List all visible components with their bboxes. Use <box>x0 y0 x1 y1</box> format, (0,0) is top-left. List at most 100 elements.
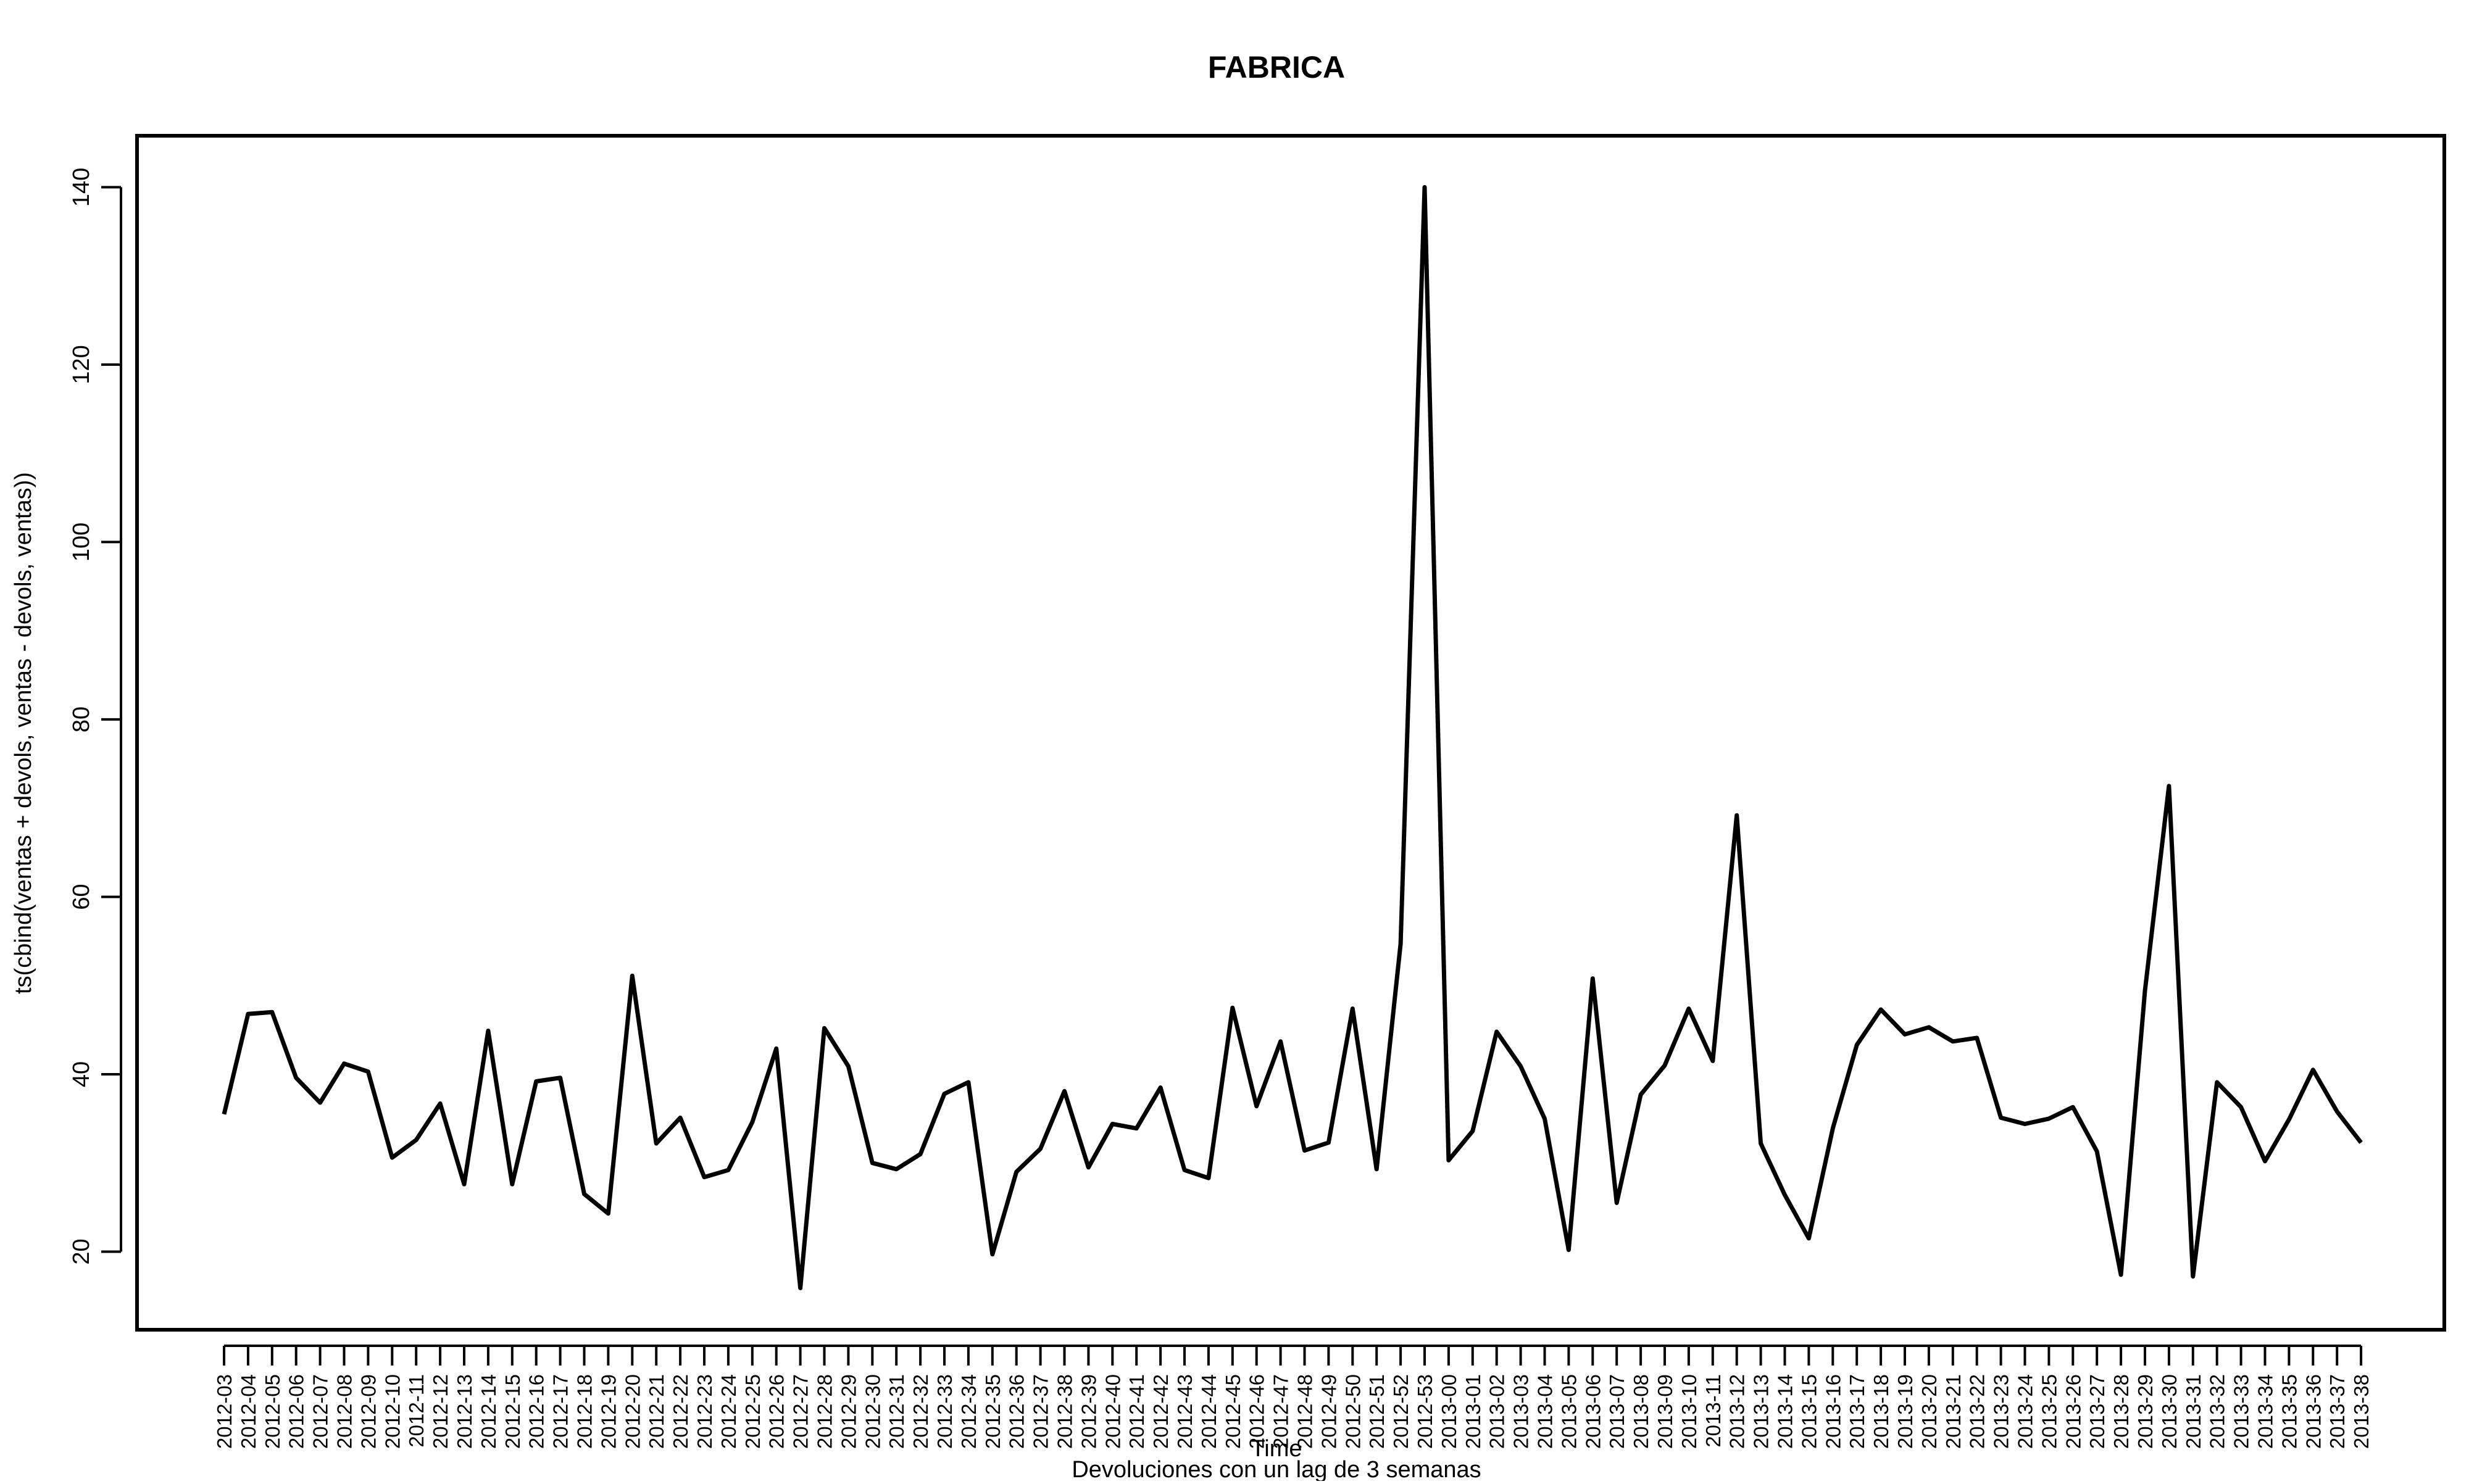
chart-title: FABRICA <box>1208 50 1345 85</box>
x-tick-label: 2013-33 <box>2230 1374 2253 1449</box>
x-tick-label: 2012-17 <box>549 1374 572 1449</box>
x-tick-label: 2012-07 <box>309 1374 332 1449</box>
data-point <box>2192 1276 2194 1277</box>
x-tick-label: 2012-18 <box>573 1374 596 1449</box>
x-tick-label: 2013-19 <box>1894 1374 1917 1449</box>
data-point <box>1304 1150 1305 1151</box>
data-point <box>1736 815 1738 816</box>
y-tick-label: 120 <box>69 345 94 384</box>
x-tick-label: 2013-01 <box>1462 1374 1484 1449</box>
x-tick-label: 2013-14 <box>1774 1374 1797 1449</box>
x-tick-label: 2012-10 <box>381 1374 404 1449</box>
x-tick-label: 2012-26 <box>765 1374 788 1449</box>
x-tick-label: 2012-46 <box>1246 1374 1268 1449</box>
x-tick-label: 2013-36 <box>2302 1374 2325 1449</box>
x-tick-label: 2013-00 <box>1438 1374 1460 1449</box>
x-tick-label: 2013-13 <box>1750 1374 1773 1449</box>
x-tick-label: 2013-07 <box>1605 1374 1628 1449</box>
x-tick-label: 2013-32 <box>2206 1374 2229 1449</box>
x-tick-label: 2013-38 <box>2350 1374 2373 1449</box>
x-tick-label: 2013-29 <box>2134 1374 2157 1449</box>
data-point <box>847 1066 849 1067</box>
chart-subtitle: Devoluciones con un lag de 3 semanas <box>1072 1457 1481 1481</box>
x-tick-label: 2012-09 <box>357 1374 380 1449</box>
x-tick-label: 2012-42 <box>1149 1374 1172 1449</box>
data-point <box>1952 1041 1954 1042</box>
x-tick-label: 2012-32 <box>909 1374 932 1449</box>
y-tick-label: 140 <box>69 168 94 207</box>
x-tick-label: 2012-45 <box>1222 1374 1244 1449</box>
x-tick-label: 2012-19 <box>597 1374 620 1449</box>
x-tick-label: 2013-23 <box>1990 1374 2013 1449</box>
data-point <box>776 1048 777 1049</box>
x-tick-label: 2012-06 <box>285 1374 308 1449</box>
x-tick-label: 2013-35 <box>2278 1374 2300 1449</box>
y-axis-title: ts(cbind(ventas + devols, ventas - devol… <box>10 472 36 994</box>
data-point <box>2144 990 2146 992</box>
data-point <box>1160 1087 1161 1088</box>
x-tick-label: 2012-28 <box>814 1374 836 1449</box>
x-tick-label: 2012-11 <box>405 1374 428 1448</box>
y-axis: 20 40 60 80 100 120 140 <box>69 168 122 1265</box>
series-layer <box>222 184 2363 1290</box>
x-axis: 2012-03 2012-04 2012-05 2012-06 2012-07 2012-… <box>213 1345 2373 1449</box>
data-point <box>607 1213 609 1214</box>
x-tick-label: 2012-27 <box>789 1374 812 1449</box>
x-tick-label: 2013-22 <box>1966 1374 1989 1449</box>
data-point <box>1544 1118 1545 1119</box>
x-tick-label: 2012-24 <box>717 1374 740 1449</box>
x-tick-label: 2012-49 <box>1317 1374 1340 1449</box>
x-tick-label: 2012-15 <box>501 1374 524 1449</box>
x-tick-label: 2013-16 <box>1822 1374 1844 1449</box>
x-tick-label: 2013-18 <box>1870 1374 1892 1449</box>
x-tick-label: 2013-17 <box>1846 1374 1868 1449</box>
data-point <box>2360 1142 2362 1143</box>
data-point <box>2336 1111 2338 1112</box>
x-tick-label: 2012-31 <box>885 1374 908 1449</box>
x-axis-title: Time <box>1251 1436 1302 1462</box>
x-tick-label: 2013-11 <box>1702 1374 1725 1448</box>
x-tick-label: 2012-05 <box>261 1374 284 1449</box>
x-tick-label: 2013-15 <box>1797 1374 1820 1449</box>
x-tick-label: 2012-13 <box>453 1374 476 1449</box>
x-tick-label: 2012-40 <box>1101 1374 1124 1449</box>
x-tick-label: 2012-50 <box>1341 1374 1364 1449</box>
x-tick-label: 2013-05 <box>1557 1374 1580 1449</box>
x-tick-label: 2012-08 <box>333 1374 356 1449</box>
data-point <box>656 1143 657 1144</box>
x-tick-label: 2012-33 <box>933 1374 956 1449</box>
data-point <box>1448 1159 1449 1161</box>
y-tick-label: 20 <box>69 1238 94 1264</box>
x-tick-label: 2012-21 <box>645 1374 668 1449</box>
y-tick-label: 60 <box>69 884 94 910</box>
x-tick-label: 2012-22 <box>669 1374 692 1449</box>
data-point <box>1040 1148 1041 1150</box>
x-tick-label: 2013-30 <box>2158 1374 2181 1449</box>
data-point <box>439 1103 441 1104</box>
x-tick-label: 2013-25 <box>2038 1374 2060 1449</box>
x-tick-label: 2013-34 <box>2254 1374 2277 1449</box>
x-tick-label: 2012-25 <box>741 1374 764 1449</box>
data-point <box>1520 1066 1522 1067</box>
x-tick-label: 2012-38 <box>1054 1374 1076 1449</box>
x-tick-label: 2013-26 <box>2062 1374 2084 1449</box>
x-tick-label: 2013-21 <box>1942 1374 1965 1449</box>
x-tick-label: 2012-52 <box>1389 1374 1412 1449</box>
x-tick-label: 2012-36 <box>1006 1374 1028 1449</box>
data-point <box>1280 1041 1281 1042</box>
data-point <box>1208 1177 1209 1179</box>
data-point <box>680 1117 681 1118</box>
x-tick-label: 2013-37 <box>2326 1374 2349 1449</box>
x-tick-label: 2012-43 <box>1173 1374 1196 1449</box>
x-tick-label: 2013-08 <box>1630 1374 1652 1449</box>
x-tick-label: 2013-04 <box>1534 1374 1557 1449</box>
x-tick-label: 2012-30 <box>861 1374 884 1449</box>
x-tick-label: 2013-28 <box>2110 1374 2133 1449</box>
x-tick-label: 2012-04 <box>237 1374 260 1449</box>
x-tick-label: 2012-47 <box>1270 1374 1293 1449</box>
data-point <box>1688 1008 1689 1009</box>
x-tick-label: 2012-20 <box>621 1374 644 1449</box>
x-tick-label: 2012-44 <box>1197 1374 1220 1449</box>
x-tick-label: 2012-03 <box>213 1374 236 1449</box>
